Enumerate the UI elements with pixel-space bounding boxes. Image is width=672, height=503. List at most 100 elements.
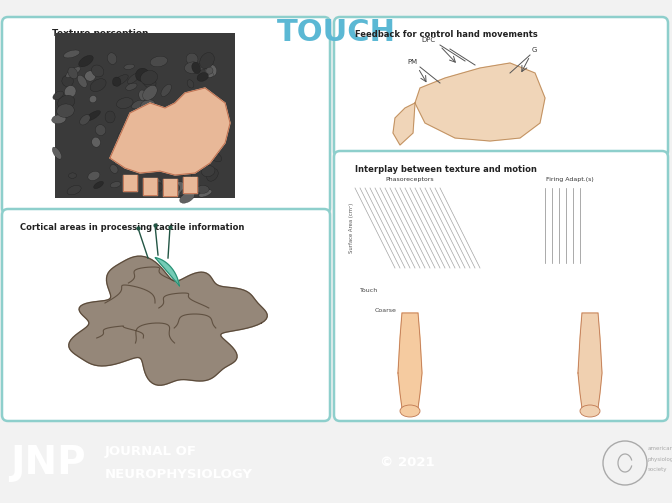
Text: Surface Area (cm²): Surface Area (cm²) [349,203,355,253]
Text: JNP: JNP [10,444,85,482]
Ellipse shape [128,143,138,151]
Ellipse shape [212,99,224,110]
Ellipse shape [158,154,175,162]
Ellipse shape [199,190,212,197]
Ellipse shape [142,86,157,100]
Ellipse shape [195,153,204,162]
Ellipse shape [113,74,128,86]
Ellipse shape [181,114,192,125]
Ellipse shape [52,147,62,159]
Ellipse shape [89,96,97,103]
Ellipse shape [91,65,103,77]
Ellipse shape [77,75,87,88]
Ellipse shape [132,122,146,134]
Text: Touch: Touch [360,288,378,293]
Text: society: society [648,467,667,472]
Ellipse shape [124,64,134,69]
Text: Cortical areas in processing tactile information: Cortical areas in processing tactile inf… [20,223,245,232]
Text: DPC: DPC [421,37,435,43]
Ellipse shape [168,115,181,126]
Polygon shape [398,313,422,408]
Text: physiological: physiological [648,457,672,461]
Ellipse shape [179,185,192,196]
Polygon shape [578,313,602,408]
Ellipse shape [170,152,178,164]
Ellipse shape [136,68,149,81]
Text: Interplay between texture and motion: Interplay between texture and motion [355,165,537,174]
Ellipse shape [208,128,216,140]
Ellipse shape [88,172,100,181]
Ellipse shape [118,129,135,142]
Ellipse shape [174,159,184,171]
Ellipse shape [210,139,219,147]
Polygon shape [415,63,545,141]
Ellipse shape [210,152,222,162]
Ellipse shape [80,115,90,125]
Ellipse shape [145,105,159,116]
Ellipse shape [140,70,157,85]
Text: TOUCH: TOUCH [276,18,396,47]
Ellipse shape [126,83,137,91]
Ellipse shape [79,55,93,67]
Ellipse shape [184,137,192,144]
Ellipse shape [129,126,138,135]
Ellipse shape [108,53,117,64]
Ellipse shape [185,62,201,73]
Ellipse shape [169,183,179,192]
Ellipse shape [64,50,80,58]
Ellipse shape [155,149,164,162]
Ellipse shape [207,121,213,134]
Text: Firing Adapt.(s): Firing Adapt.(s) [546,177,594,182]
Ellipse shape [580,405,600,417]
Ellipse shape [116,98,133,109]
Ellipse shape [206,67,213,74]
FancyBboxPatch shape [55,33,235,198]
Ellipse shape [85,111,100,121]
Ellipse shape [187,98,204,110]
Ellipse shape [143,76,156,88]
Ellipse shape [95,125,106,135]
Ellipse shape [113,77,121,87]
Ellipse shape [206,169,218,181]
Ellipse shape [110,182,121,188]
Ellipse shape [67,186,81,195]
Ellipse shape [200,53,214,69]
Ellipse shape [62,75,73,87]
Ellipse shape [105,111,115,123]
Ellipse shape [196,186,209,193]
Ellipse shape [115,156,123,165]
Ellipse shape [141,100,155,109]
Ellipse shape [130,121,143,133]
Ellipse shape [207,72,214,77]
Ellipse shape [152,182,163,192]
Text: Phasoreceptors: Phasoreceptors [386,177,434,182]
Polygon shape [69,256,267,385]
Ellipse shape [179,192,194,203]
Ellipse shape [146,179,161,190]
Text: Feedback for control hand movements: Feedback for control hand movements [355,30,538,39]
Ellipse shape [202,152,211,162]
Ellipse shape [138,90,146,101]
Ellipse shape [93,182,103,189]
Text: © 2021: © 2021 [380,457,435,469]
Ellipse shape [161,85,171,97]
Polygon shape [393,103,415,145]
Ellipse shape [187,80,194,88]
Ellipse shape [91,137,100,147]
Polygon shape [110,88,230,175]
Ellipse shape [90,78,106,92]
Ellipse shape [58,95,75,110]
Ellipse shape [172,182,186,196]
Ellipse shape [186,53,198,65]
Text: JOURNAL OF: JOURNAL OF [105,445,197,458]
Ellipse shape [150,56,167,67]
Ellipse shape [400,405,420,417]
Polygon shape [155,258,179,286]
Ellipse shape [85,71,95,81]
FancyBboxPatch shape [2,17,330,214]
Ellipse shape [202,165,215,177]
Ellipse shape [52,115,66,124]
Ellipse shape [65,86,76,98]
Ellipse shape [132,100,144,109]
Ellipse shape [69,173,77,179]
